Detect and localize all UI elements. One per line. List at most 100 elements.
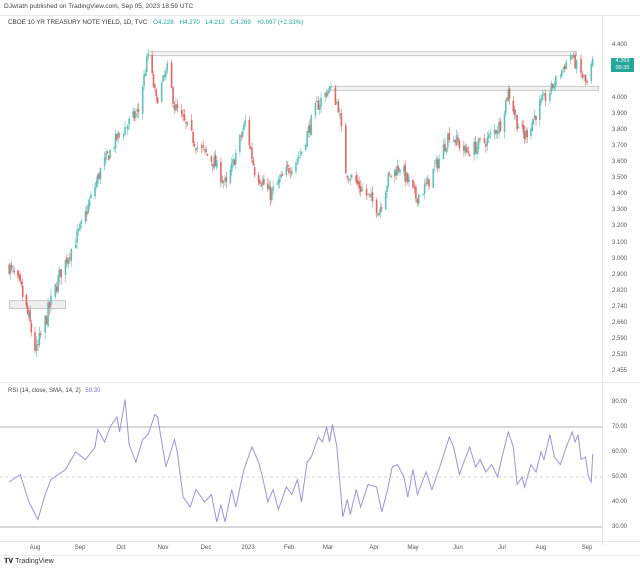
candle-down — [580, 58, 582, 73]
candle-down — [584, 74, 587, 82]
candle-up — [165, 69, 167, 77]
candle-down — [334, 87, 337, 105]
candle-up — [565, 61, 568, 70]
rsi-tick-label: 80.00 — [612, 399, 628, 405]
candle-up — [379, 207, 382, 213]
candle-down — [436, 159, 439, 169]
rsi-tick-label: 40.00 — [612, 499, 628, 505]
candle-up — [318, 104, 321, 110]
candle-up — [276, 183, 278, 185]
candle-up — [9, 265, 12, 274]
candle-up — [90, 194, 92, 199]
candle-down — [205, 148, 207, 153]
candle-down — [479, 138, 481, 140]
candle-up — [54, 283, 57, 297]
candle-down — [185, 121, 187, 123]
candle-down — [325, 93, 328, 97]
candle-down — [412, 179, 414, 188]
candle-up — [175, 104, 177, 111]
candle-down — [345, 125, 347, 174]
candle-up — [67, 258, 70, 265]
candle-down — [190, 120, 193, 130]
candle-up — [74, 244, 77, 249]
candle-up — [87, 204, 89, 213]
candle-down — [195, 148, 197, 151]
candle-down — [368, 193, 371, 195]
candle-up — [572, 54, 575, 58]
rsi-tick-label: 30.00 — [612, 524, 628, 530]
candle-up — [299, 154, 301, 156]
candle-up — [58, 269, 61, 277]
price-tick-label: 3.500 — [612, 175, 628, 182]
candle-up — [328, 86, 331, 93]
candle-down — [107, 155, 110, 161]
candle-up — [272, 186, 274, 191]
candle-down — [404, 164, 406, 182]
candle-down — [454, 139, 456, 143]
candle-up — [476, 146, 478, 154]
candle-down — [13, 270, 15, 273]
candle-down — [34, 332, 36, 351]
price-tick-label: 2.820 — [612, 287, 628, 294]
candle-up — [203, 148, 206, 150]
price-tick-label: 3.300 — [612, 207, 628, 214]
candle-up — [280, 174, 282, 178]
candle-down — [202, 145, 204, 148]
candle-up — [473, 141, 475, 156]
candle-up — [559, 75, 562, 77]
candle-up — [399, 169, 401, 173]
candle-down — [289, 172, 292, 174]
candle-down — [259, 180, 261, 185]
candle-up — [575, 60, 578, 70]
candle-down — [381, 207, 383, 209]
candle-up — [125, 127, 128, 129]
candle-up — [268, 185, 270, 190]
candle-down — [522, 124, 525, 133]
candle-down — [347, 178, 350, 180]
candle-down — [483, 138, 486, 143]
candle-up — [103, 157, 106, 166]
tradingview-watermark[interactable]: 𝐓𝐕 TradingView — [4, 558, 54, 566]
candle-up — [310, 115, 313, 136]
candle-up — [163, 75, 166, 78]
rsi-tick-label: 70.00 — [612, 424, 628, 430]
candle-down — [20, 281, 23, 285]
candle-down — [390, 175, 392, 178]
time-axis-divider — [0, 541, 640, 542]
rsi-line — [9, 399, 594, 523]
candle-down — [173, 105, 176, 110]
symbol-legend: CBOE 10 YR TREASURY NOTE YIELD, 1D, TVC … — [8, 19, 304, 26]
candle-down — [260, 185, 263, 187]
candle-up — [64, 259, 67, 275]
candle-up — [327, 90, 329, 95]
candle-up — [569, 55, 572, 61]
candle-down — [106, 151, 109, 154]
candle-down — [17, 270, 19, 276]
candle-up — [525, 130, 527, 138]
time-tick-label: May — [407, 545, 419, 551]
candle-down — [506, 97, 508, 100]
candle-up — [426, 177, 429, 185]
candle-down — [468, 154, 471, 157]
candle-up — [235, 153, 237, 164]
candle-up — [477, 138, 480, 150]
candle-up — [261, 180, 264, 186]
candle-up — [132, 110, 134, 118]
time-tick-label: Feb — [283, 545, 295, 551]
pane-divider[interactable] — [0, 382, 640, 383]
candle-up — [126, 125, 129, 130]
time-tick-label: Aug — [29, 545, 41, 551]
candle-up — [498, 121, 500, 134]
candle-down — [581, 73, 584, 78]
candle-down — [544, 93, 547, 101]
candle-up — [50, 295, 52, 306]
candle-down — [413, 186, 416, 189]
candle-up — [496, 131, 499, 134]
candle-up — [396, 165, 399, 176]
candle-down — [340, 113, 343, 127]
candle-up — [306, 131, 308, 147]
candle-down — [69, 257, 71, 259]
candle-up — [84, 211, 87, 222]
candle-down — [407, 173, 409, 183]
